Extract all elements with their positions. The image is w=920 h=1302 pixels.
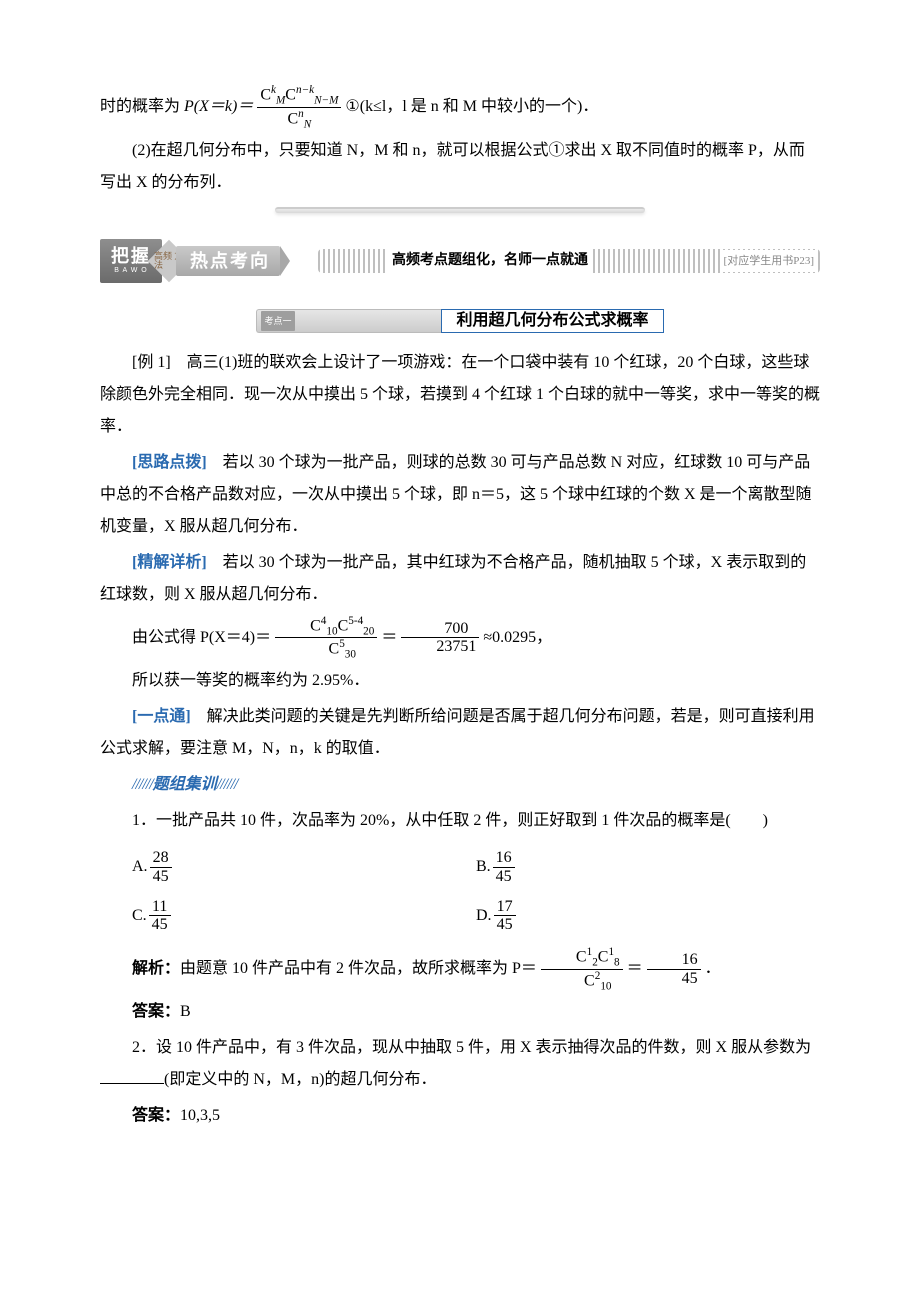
q1-a-frac: 28 45 xyxy=(150,849,172,885)
example-1-silu: [思路点拨] 若以 30 个球为一批产品，则球的总数 30 可与产品总数 N 对… xyxy=(100,447,820,543)
q2-post: (即定义中的 N，M，n)的超几何分布． xyxy=(164,1071,436,1088)
q1-jiexi-frac1: C12C18 C210 xyxy=(541,946,623,993)
banner-stripes: 高频考点题组化，名师一点就通 [对应学生用书P23] xyxy=(318,249,820,273)
intro-para-2: (2)在超几何分布中，只要知道 N，M 和 n，就可以根据公式①求出 X 取不同… xyxy=(100,135,820,199)
section-banner: 把握 B A W O 高频 方法 热点考向 高频考点题组化，名师一点就通 [对应… xyxy=(100,237,820,285)
formula-lhs: P(X＝k)＝ xyxy=(184,98,253,115)
slashes-right: ////// xyxy=(217,776,238,793)
q1-answer: B xyxy=(180,1003,191,1020)
topic-1-row: 考点一 利用超几何分布公式求概率 xyxy=(100,309,820,333)
q1-jx-tail: ． xyxy=(705,960,721,977)
drill-header: 题组集训 xyxy=(153,776,217,793)
q1-choice-d: D. 17 45 xyxy=(476,898,820,934)
label-d: D. xyxy=(476,900,492,932)
q2-answer-row: 答案：10,3,5 xyxy=(100,1100,820,1132)
q1-answer-label: 答案： xyxy=(132,1003,180,1020)
intro-line-1: 时的概率为 P(X＝k)＝ CkMCn−kN−M CnN ①(k≤l，l 是 n… xyxy=(100,84,820,131)
q1-choice-c: C. 11 45 xyxy=(132,898,476,934)
q2-text: 2．设 10 件产品中，有 3 件次品，现从中抽取 5 件，用 X 表示抽得次品… xyxy=(100,1032,820,1096)
q2-pre: 2．设 10 件产品中，有 3 件次品，现从中抽取 5 件，用 X 表示抽得次品… xyxy=(132,1039,811,1056)
document-page: 时的概率为 P(X＝k)＝ CkMCn−kN−M CnN ①(k≤l，l 是 n… xyxy=(0,0,920,1196)
banner-badge-sub: B A W O xyxy=(114,267,147,274)
q1-jiexi: 解析：由题意 10 件产品中有 2 件次品，故所求概率为 P＝ C12C18 C… xyxy=(100,946,820,993)
jingjie-label: [精解详析] xyxy=(132,554,207,571)
q1-b-num: 16 xyxy=(493,849,515,868)
q1-c-den: 45 xyxy=(149,916,171,934)
example-1-yidian: [一点通] 解决此类问题的关键是先判断所给问题是否属于超几何分布问题，若是，则可… xyxy=(100,701,820,765)
banner-left: 把握 B A W O 高频 方法 热点考向 xyxy=(100,237,310,285)
banner-ribbon: 热点考向 xyxy=(176,246,280,276)
q1-a-den: 45 xyxy=(150,868,172,886)
q1-jiexi-label: 解析： xyxy=(132,960,180,977)
example-1-formula: 由公式得 P(X＝4)＝ C410C5-420 C530 ＝ 700 23751… xyxy=(100,615,820,662)
q1-answer-row: 答案：B xyxy=(100,996,820,1028)
q1-d-frac: 17 45 xyxy=(494,898,516,934)
intro-prefix: 时的概率为 xyxy=(100,98,184,115)
example-1-head: [例 1] 高三(1)班的联欢会上设计了一项游戏：在一个口袋中装有 10 个红球… xyxy=(100,347,820,443)
drill-header-row: //////题组集训////// xyxy=(100,769,820,801)
label-a: A. xyxy=(132,851,148,883)
q1-d-num: 17 xyxy=(494,898,516,917)
f2-den: 23751 xyxy=(401,638,479,656)
yidian-body: 解决此类问题的关键是先判断所给问题是否属于超几何分布问题，若是，则可直接利用公式… xyxy=(100,708,815,757)
banner-tag: [对应学生用书P23] xyxy=(722,250,816,272)
q1-choices: A. 28 45 B. 16 45 C. 11 45 D. 17 45 xyxy=(132,843,820,939)
q2-blank xyxy=(100,1067,164,1084)
jingjie-body: 若以 30 个球为一批产品，其中红球为不合格产品，随机抽取 5 个球，X 表示取… xyxy=(100,554,806,603)
q1-jx-mid: ＝ xyxy=(627,960,643,977)
f2-num: 700 xyxy=(401,620,479,639)
intro-fraction: CkMCn−kN−M CnN xyxy=(257,84,341,131)
topic-1-tab-label: 考点一 xyxy=(261,311,294,331)
example-1-jingjie: [精解详析] 若以 30 个球为一批产品，其中红球为不合格产品，随机抽取 5 个… xyxy=(100,547,820,611)
banner-ribbon-text: 热点考向 xyxy=(190,243,270,279)
label-b: B. xyxy=(476,851,491,883)
topic-1-tab: 考点一 xyxy=(256,309,441,333)
yidian-label: [一点通] xyxy=(132,708,191,725)
formula-prefix: 由公式得 P(X＝4)＝ xyxy=(132,629,271,646)
q1-jx2-num: 16 xyxy=(647,951,701,970)
q1-jiexi-pre: 由题意 10 件产品中有 2 件次品，故所求概率为 P＝ xyxy=(180,960,537,977)
q1-b-frac: 16 45 xyxy=(493,849,515,885)
example-1-conclusion: 所以获一等奖的概率约为 2.95%． xyxy=(100,665,820,697)
label-c: C. xyxy=(132,900,147,932)
q1-choice-a: A. 28 45 xyxy=(132,849,476,885)
q1-b-den: 45 xyxy=(493,868,515,886)
q1-c-frac: 11 45 xyxy=(149,898,171,934)
q1-c-num: 11 xyxy=(149,898,171,917)
q1-d-den: 45 xyxy=(494,916,516,934)
banner-mid-text: 高频考点题组化，名师一点就通 xyxy=(388,247,592,275)
q2-answer-label: 答案： xyxy=(132,1107,180,1124)
banner-badge-text: 把握 xyxy=(111,247,151,265)
formula-tail: ≈0.0295， xyxy=(483,629,552,646)
q1-choice-b: B. 16 45 xyxy=(476,849,820,885)
divider-top xyxy=(275,207,645,213)
topic-1-title: 利用超几何分布公式求概率 xyxy=(441,309,663,333)
example-1-frac-2: 700 23751 xyxy=(401,620,479,656)
silu-body: 若以 30 个球为一批产品，则球的总数 30 可与产品总数 N 对应，红球数 1… xyxy=(100,454,812,535)
q1-text: 1．一批产品共 10 件，次品率为 20%，从中任取 2 件，则正好取到 1 件… xyxy=(100,805,820,837)
silu-label: [思路点拨] xyxy=(132,454,207,471)
q1-a-num: 28 xyxy=(150,849,172,868)
slashes-left: ////// xyxy=(132,776,153,793)
example-1-frac-1: C410C5-420 C530 xyxy=(275,615,377,662)
q1-jx2-den: 45 xyxy=(647,970,701,988)
q1-jiexi-frac2: 16 45 xyxy=(647,951,701,987)
eq-mid-1: ＝ xyxy=(381,629,397,646)
q2-answer: 10,3,5 xyxy=(180,1107,220,1124)
intro-formula-tail: ①(k≤l，l 是 n 和 M 中较小的一个)． xyxy=(345,98,598,115)
